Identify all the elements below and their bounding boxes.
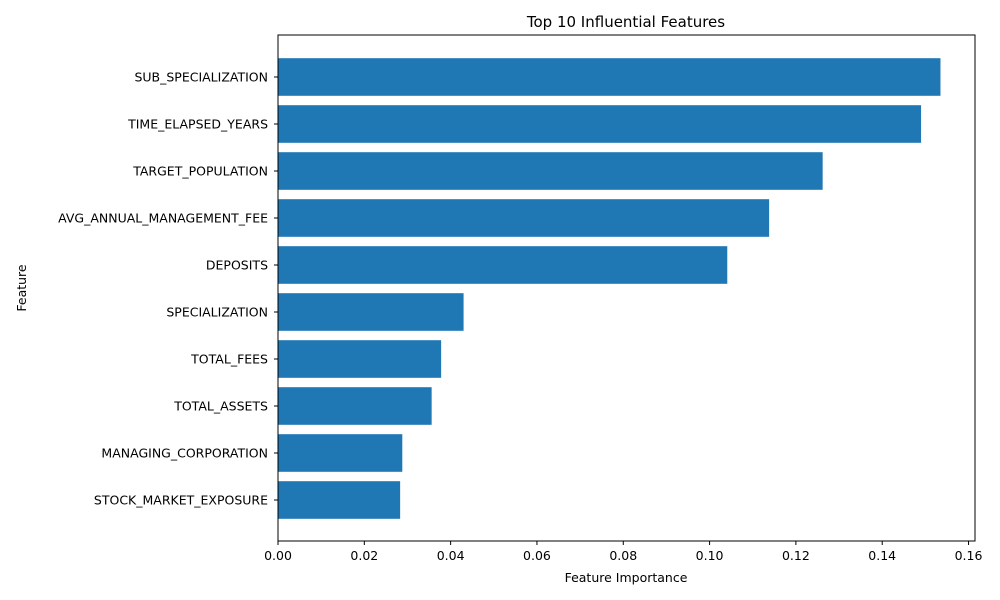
y-tick-label: AVG_ANNUAL_MANAGEMENT_FEE — [58, 211, 268, 226]
x-tick-label: 0.12 — [782, 548, 810, 563]
bars-group — [278, 58, 941, 519]
y-axis-label: Feature — [14, 264, 29, 312]
plot-frame — [277, 34, 976, 542]
x-tick-label: 0.00 — [264, 548, 292, 563]
y-axis-ticks: SUB_SPECIALIZATION TIME_ELAPSED_YEARS TARG… — [58, 70, 278, 508]
x-tick-label: 0.16 — [955, 548, 983, 563]
x-tick-label: 0.02 — [350, 548, 378, 563]
bar — [278, 105, 922, 143]
y-tick-label: DEPOSITS — [206, 258, 268, 273]
y-tick-label: TOTAL_ASSETS — [173, 399, 268, 414]
y-tick-label: TARGET_POPULATION — [132, 164, 268, 179]
bar — [278, 340, 442, 378]
bar — [278, 152, 823, 190]
y-tick-label: MANAGING_CORPORATION — [101, 446, 268, 461]
y-tick-label: SUB_SPECIALIZATION — [134, 70, 268, 85]
x-tick-label: 0.10 — [696, 548, 724, 563]
bar — [278, 434, 403, 472]
x-tick-label: 0.14 — [868, 548, 896, 563]
y-tick-label: STOCK_MARKET_EXPOSURE — [94, 493, 268, 508]
x-tick-label: 0.06 — [523, 548, 551, 563]
x-tick-label: 0.08 — [609, 548, 637, 563]
bar — [278, 58, 941, 96]
y-tick-label: TOTAL_FEES — [190, 352, 268, 367]
x-axis-label: Feature Importance — [565, 570, 688, 585]
y-tick-label: TIME_ELAPSED_YEARS — [127, 117, 268, 132]
chart-title: Top 10 Influential Features — [526, 13, 725, 31]
y-tick-label: SPECIALIZATION — [166, 305, 268, 320]
x-tick-label: 0.04 — [437, 548, 465, 563]
bar — [278, 481, 401, 519]
bar — [278, 246, 728, 284]
bar — [278, 387, 432, 425]
bar — [278, 293, 464, 331]
x-axis-ticks: 0.00 0.02 0.04 0.06 0.08 0.10 0.12 0.14 0.16 — [264, 541, 982, 563]
bar — [278, 199, 770, 237]
